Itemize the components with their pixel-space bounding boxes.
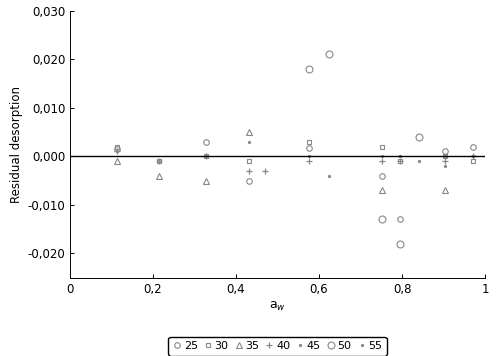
Legend: 25, 30, 35, 40, 45, 50, 55: 25, 30, 35, 40, 45, 50, 55 xyxy=(168,337,386,356)
X-axis label: a$_w$: a$_w$ xyxy=(269,300,286,313)
Y-axis label: Residual desorption: Residual desorption xyxy=(10,86,23,203)
